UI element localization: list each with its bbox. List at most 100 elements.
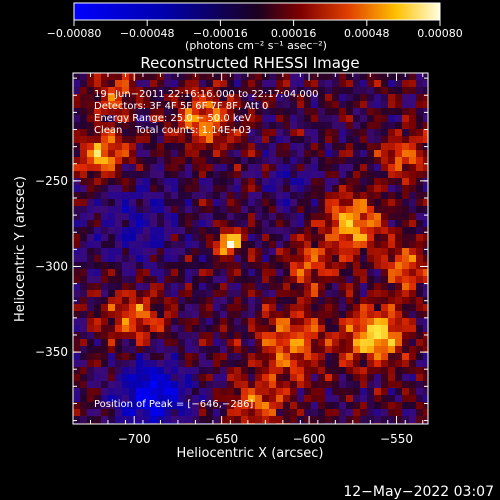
heatmap-cell — [143, 171, 150, 178]
heatmap-cell — [311, 80, 318, 87]
heatmap-cell — [262, 129, 269, 136]
heatmap-cell — [234, 283, 241, 290]
heatmap-cell — [171, 360, 178, 367]
heatmap-cell — [423, 80, 428, 87]
heatmap-cell — [262, 178, 269, 185]
heatmap-cell — [80, 192, 87, 199]
heatmap-cell — [381, 255, 388, 262]
heatmap-cell — [192, 360, 199, 367]
heatmap-cell — [101, 374, 108, 381]
heatmap-cell — [416, 108, 423, 115]
heatmap-cell — [346, 122, 353, 129]
heatmap-cell — [248, 339, 255, 346]
heatmap-cell — [94, 80, 101, 87]
heatmap-cell — [94, 115, 101, 122]
heatmap-cell — [136, 80, 143, 87]
heatmap-cell — [304, 206, 311, 213]
heatmap-cell — [157, 409, 164, 416]
heatmap-cell — [122, 199, 129, 206]
heatmap-cell — [255, 213, 262, 220]
heatmap-cell — [276, 353, 283, 360]
heatmap-cell — [353, 374, 360, 381]
heatmap-cell — [150, 269, 157, 276]
heatmap-cell — [297, 143, 304, 150]
heatmap-cell — [290, 304, 297, 311]
heatmap-cell — [248, 87, 255, 94]
heatmap-cell — [255, 381, 262, 388]
heatmap-cell — [171, 157, 178, 164]
heatmap-cell — [255, 206, 262, 213]
heatmap-cell — [262, 360, 269, 367]
heatmap-cell — [199, 206, 206, 213]
heatmap-cell — [143, 262, 150, 269]
heatmap-cell — [381, 395, 388, 402]
heatmap-cell — [80, 388, 87, 395]
heatmap-cell — [283, 360, 290, 367]
heatmap-cell — [199, 297, 206, 304]
heatmap-cell — [332, 122, 339, 129]
heatmap-cell — [87, 416, 94, 423]
heatmap-cell — [409, 192, 416, 199]
heatmap-cell — [150, 276, 157, 283]
heatmap-cell — [87, 332, 94, 339]
heatmap-cell — [185, 409, 192, 416]
heatmap-cell — [157, 402, 164, 409]
heatmap-cell — [94, 199, 101, 206]
heatmap-cell — [318, 234, 325, 241]
annotation-total-counts: Clean Total counts: 1.14E+03 — [94, 125, 251, 136]
heatmap-cell — [423, 136, 428, 143]
heatmap-cell — [297, 269, 304, 276]
heatmap-cell — [395, 332, 402, 339]
heatmap-cell — [80, 409, 87, 416]
heatmap-cell — [255, 318, 262, 325]
heatmap-cell — [213, 332, 220, 339]
heatmap-cell — [185, 255, 192, 262]
heatmap-cell — [290, 332, 297, 339]
heatmap-cell — [227, 276, 234, 283]
heatmap-cell — [297, 353, 304, 360]
heatmap-cell — [255, 178, 262, 185]
heatmap-cell — [164, 367, 171, 374]
heatmap-cell — [122, 234, 129, 241]
heatmap-cell — [276, 381, 283, 388]
heatmap-cell — [178, 353, 185, 360]
heatmap-cell — [178, 115, 185, 122]
heatmap-cell — [318, 367, 325, 374]
heatmap-cell — [87, 283, 94, 290]
heatmap-cell — [248, 276, 255, 283]
heatmap-cell — [73, 325, 80, 332]
heatmap-cell — [129, 164, 136, 171]
heatmap-cell — [311, 101, 318, 108]
heatmap-cell — [381, 269, 388, 276]
heatmap-cell — [332, 262, 339, 269]
heatmap-cell — [241, 283, 248, 290]
heatmap-cell — [388, 143, 395, 150]
heatmap-cell — [353, 283, 360, 290]
heatmap-cell — [199, 94, 206, 101]
heatmap-cell — [73, 178, 80, 185]
heatmap-cell — [325, 290, 332, 297]
heatmap-cell — [73, 276, 80, 283]
heatmap-cell — [122, 367, 129, 374]
heatmap-cell — [73, 87, 80, 94]
heatmap-cell — [325, 227, 332, 234]
heatmap-cell — [297, 108, 304, 115]
heatmap-cell — [192, 108, 199, 115]
heatmap-cell — [150, 325, 157, 332]
heatmap-cell — [164, 80, 171, 87]
heatmap-cell — [283, 262, 290, 269]
heatmap-cell — [157, 213, 164, 220]
heatmap-cell — [213, 248, 220, 255]
heatmap-cell — [178, 346, 185, 353]
heatmap-cell — [101, 234, 108, 241]
heatmap-cell — [381, 150, 388, 157]
heatmap-cell — [73, 150, 80, 157]
heatmap-cell — [332, 206, 339, 213]
heatmap-cell — [234, 199, 241, 206]
heatmap-cell — [122, 255, 129, 262]
heatmap-cell — [192, 416, 199, 423]
heatmap-cell — [136, 150, 143, 157]
heatmap-cell — [185, 346, 192, 353]
heatmap-cell — [325, 311, 332, 318]
heatmap-cell — [374, 248, 381, 255]
